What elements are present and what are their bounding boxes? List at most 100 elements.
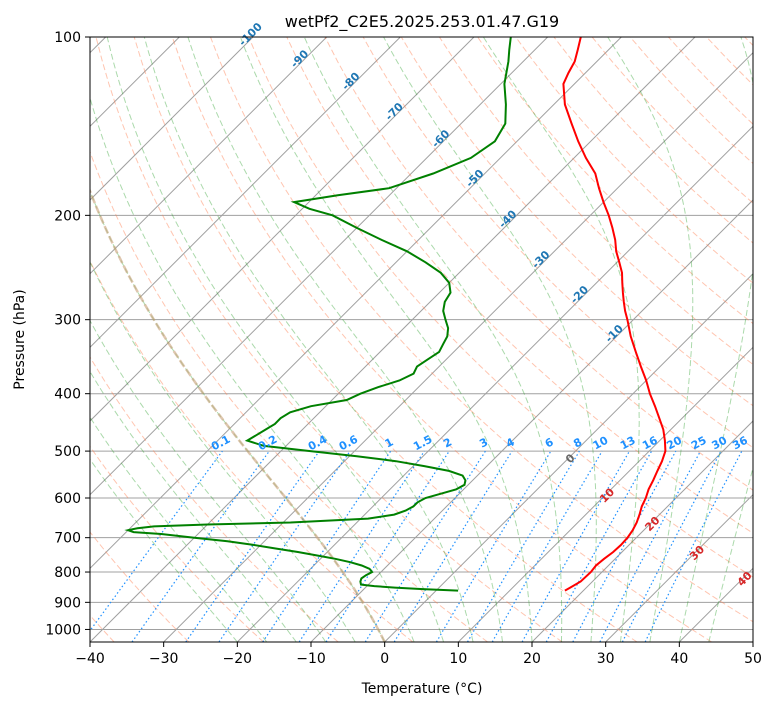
mixing-ratio-line — [572, 450, 677, 642]
y-tick-label: 700 — [54, 531, 81, 547]
mixing-ratio-label: 25 — [689, 434, 709, 453]
moist-adiabat-line — [607, 37, 694, 642]
isotherm-label: -80 — [339, 70, 362, 93]
moist-adiabat-line — [239, 37, 533, 642]
dry-adiabat-line — [591, 37, 753, 204]
x-tick-label: 20 — [523, 651, 541, 667]
isotherm-label: -90 — [288, 47, 311, 70]
mixing-ratio-label: 0.2 — [256, 433, 279, 454]
dry-adiabat-line — [248, 37, 753, 578]
y-tick-label: 200 — [54, 208, 81, 224]
mixing-ratio-line — [435, 450, 552, 642]
mixing-ratio-label: 0.6 — [337, 433, 361, 454]
mixing-ratio-line — [325, 450, 450, 642]
moist-adiabat-line — [106, 37, 445, 642]
mixing-ratio-label: 3 — [477, 435, 490, 450]
x-axis-title: Temperature (°C) — [361, 681, 483, 697]
x-tick-label: −40 — [75, 651, 105, 667]
isotherm-line — [90, 37, 401, 349]
isotherm-line — [457, 346, 753, 642]
isotherm-label: -30 — [529, 248, 552, 271]
mixing-ratio-label: 10 — [591, 434, 611, 453]
moist-adiabat-line — [143, 37, 474, 642]
dry-adiabat-line — [133, 37, 638, 642]
x-tick-label: 10 — [449, 651, 467, 667]
wet-bulb-zero-line — [90, 187, 386, 642]
isotherm-line — [605, 493, 753, 642]
moist-adiabat-line — [90, 260, 356, 642]
y-axis: 100 200 300 400 500 600 700 800 900 1000 — [45, 30, 90, 638]
y-tick-label: 1000 — [45, 622, 81, 638]
x-tick-label: −10 — [296, 651, 326, 667]
mixing-ratio-line — [131, 450, 270, 642]
isotherm-line — [90, 37, 696, 642]
mixing-ratio-line — [521, 450, 631, 642]
y-tick-label: 500 — [54, 444, 81, 460]
mixing-ratio-label: 6 — [543, 435, 556, 450]
moist-adiabat-line — [187, 37, 503, 642]
dry-adiabat-line — [668, 37, 753, 125]
temperature-profile-line — [562, 37, 667, 592]
dry-adiabat-line — [400, 37, 753, 407]
mixing-ratio-line — [90, 450, 223, 632]
isotherm-line — [90, 37, 549, 496]
dry-adiabat-line — [438, 37, 753, 366]
moist-adiabat-line — [303, 37, 563, 642]
y-tick-label: 100 — [54, 30, 81, 46]
mixing-ratio-label: 13 — [618, 434, 638, 453]
isotherm-line — [163, 51, 753, 642]
mixing-ratio-label: 1.5 — [411, 433, 434, 454]
y-tick-label: 300 — [54, 313, 81, 329]
mixing-ratio-label: 0.4 — [306, 433, 330, 454]
dry-adiabat-line — [90, 150, 488, 642]
isotherm-line — [90, 37, 622, 570]
dry-adiabat-line — [171, 37, 712, 642]
y-tick-label: 800 — [54, 565, 81, 581]
plot-frame — [89, 36, 754, 643]
isotherm-label: -40 — [496, 207, 519, 230]
isotherm-label: 10 — [597, 485, 617, 505]
dry-adiabat-line — [90, 259, 414, 642]
isotherm-line — [236, 125, 753, 642]
dewpoint-profile-line — [124, 37, 512, 592]
x-axis: −40 −30 −20 −10 0 10 20 30 40 50 — [75, 642, 762, 667]
mixing-ratio-label: 20 — [664, 434, 684, 453]
mixing-ratio-line — [393, 450, 513, 642]
x-tick-label: 40 — [670, 651, 688, 667]
isotherm-line — [752, 641, 753, 642]
dry-adiabat-line — [515, 37, 753, 284]
moist-adiabat-line — [678, 37, 753, 642]
isotherm-label: -60 — [429, 127, 452, 150]
dry-adiabat-line — [744, 37, 753, 47]
isotherm-label: -70 — [383, 100, 406, 123]
x-tick-label: 0 — [380, 651, 389, 667]
y-tick-label: 900 — [54, 595, 81, 611]
isotherm-line — [310, 199, 753, 642]
mixing-ratio-line — [262, 450, 392, 642]
moist-adiabat-line — [90, 370, 297, 642]
isotherm-line — [90, 37, 475, 422]
mixing-ratio-label: 16 — [640, 434, 660, 453]
x-tick-label: −20 — [223, 651, 253, 667]
mixing-ratio-line — [466, 450, 580, 642]
mixing-ratio-line — [644, 450, 743, 642]
isotherm-line — [531, 420, 753, 642]
dry-adiabat-line — [90, 531, 190, 642]
x-tick-label: −30 — [149, 651, 179, 667]
dry-adiabat-line — [286, 37, 753, 534]
isotherm-label: -20 — [568, 283, 591, 306]
isotherm-label: -10 — [603, 322, 626, 345]
isotherm-line — [384, 272, 753, 642]
x-tick-label: 50 — [744, 651, 762, 667]
y-tick-label: 600 — [54, 491, 81, 507]
moist-adiabat-line — [383, 37, 597, 642]
data-lines — [124, 37, 667, 592]
mixing-ratio-line — [298, 450, 425, 642]
dry-adiabat-line — [95, 37, 563, 642]
x-tick-label: 30 — [597, 651, 615, 667]
dry-adiabat-line — [706, 37, 753, 86]
isotherm-label: -100 — [236, 20, 265, 49]
mixing-ratio-line — [218, 450, 351, 642]
y-axis-title: Pressure (hPa) — [12, 289, 28, 389]
